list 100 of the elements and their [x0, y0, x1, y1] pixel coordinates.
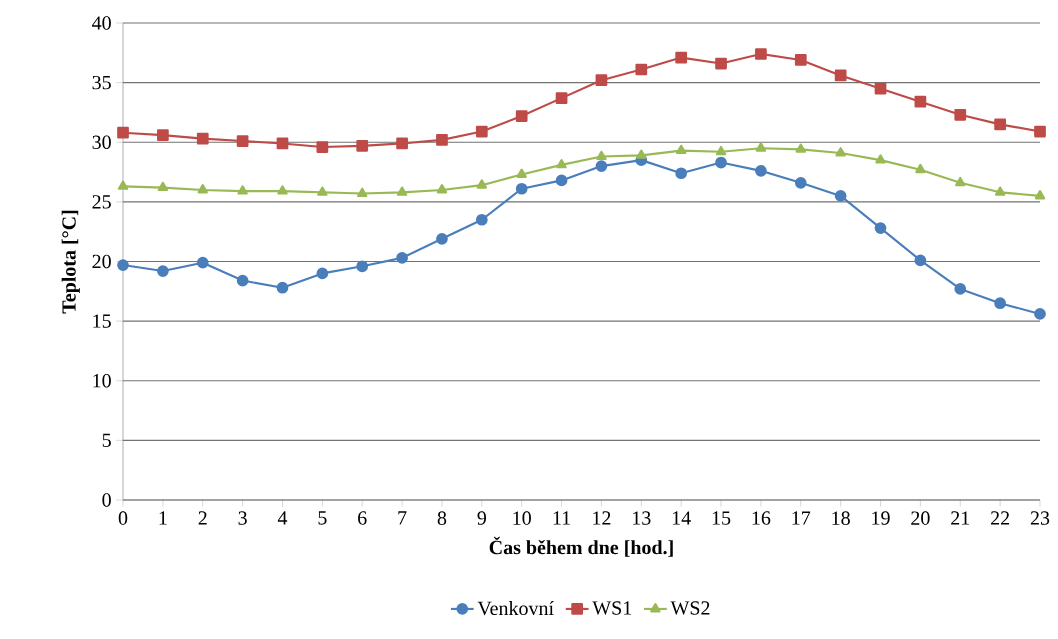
point: [636, 149, 647, 159]
point: [755, 48, 767, 60]
point: [436, 184, 448, 194]
point: [675, 144, 687, 155]
x-tick-label: 0: [118, 511, 128, 525]
point: [755, 142, 767, 152]
point: [954, 283, 967, 295]
x-tick-label: 22: [991, 511, 1010, 525]
point: [197, 184, 208, 194]
point: [875, 154, 886, 164]
x-tick-label: 9: [477, 511, 487, 525]
point: [834, 190, 847, 202]
x-tick-label: 21: [951, 511, 970, 525]
x-tick-label: 14: [672, 511, 691, 525]
x-tick-label: 12: [593, 511, 611, 525]
y-axis-title: Teplota [°C]: [61, 210, 80, 314]
x-tick-label: 17: [792, 511, 811, 525]
point: [835, 147, 846, 157]
x-tick-label: 19: [872, 511, 890, 525]
point: [834, 69, 847, 82]
point: [874, 82, 887, 95]
x-tick-label: 13: [633, 511, 651, 525]
point: [915, 163, 926, 174]
point: [475, 213, 488, 226]
x-tick-label: 4: [277, 511, 288, 525]
point: [396, 137, 408, 150]
point: [356, 260, 369, 273]
point: [356, 187, 368, 197]
point: [237, 185, 248, 195]
x-tick-label: 7: [398, 511, 407, 525]
point: [436, 133, 448, 146]
point: [595, 74, 608, 87]
x-tick-label: 1: [159, 511, 167, 525]
legend-label: WS1: [592, 601, 632, 615]
x-tick-label: 10: [513, 511, 531, 525]
point: [795, 143, 806, 153]
point: [1034, 125, 1046, 138]
point: [316, 141, 329, 153]
point: [994, 297, 1006, 310]
point: [715, 145, 727, 156]
point: [1034, 190, 1046, 200]
x-tick-label: 5: [318, 511, 327, 525]
point: [276, 137, 289, 150]
y-tick-label: 0: [102, 493, 111, 507]
point: [317, 186, 328, 196]
point: [196, 256, 209, 269]
point: [1034, 308, 1046, 320]
point: [515, 182, 528, 195]
point: [316, 267, 329, 280]
x-tick-label: 23: [1030, 511, 1050, 525]
point: [914, 95, 927, 108]
point: [994, 186, 1006, 196]
x-tick-label: 8: [437, 511, 447, 525]
point: [157, 129, 169, 141]
point: [196, 132, 209, 145]
point: [874, 222, 887, 234]
point: [794, 176, 807, 189]
x-axis-title: Čas během dne [hod.]: [489, 536, 673, 557]
x-tick-label: 16: [752, 511, 771, 525]
point: [715, 156, 727, 169]
point: [994, 118, 1006, 131]
point: [914, 254, 927, 267]
x-tick-label: 11: [553, 511, 570, 525]
point: [596, 150, 607, 161]
y-tick-label: 35: [92, 75, 111, 90]
point: [276, 281, 289, 294]
point: [157, 265, 169, 277]
point: [755, 164, 767, 177]
point: [157, 181, 169, 192]
point: [635, 63, 648, 76]
point: [515, 110, 528, 122]
y-tick-label: 20: [92, 254, 111, 269]
point: [436, 232, 448, 245]
y-tick-label: 30: [92, 135, 111, 149]
point: [476, 179, 488, 189]
y-tick-label: 25: [92, 195, 111, 209]
y-tick-label: 15: [93, 314, 111, 328]
point: [236, 274, 249, 287]
x-tick-label: 2: [198, 511, 207, 525]
point: [236, 135, 249, 147]
x-tick-label: 20: [911, 511, 930, 525]
point: [954, 108, 967, 121]
point: [117, 180, 129, 190]
point: [556, 159, 567, 169]
point: [555, 92, 568, 104]
point: [475, 125, 488, 138]
legend-label: WS2: [670, 601, 710, 615]
point: [794, 54, 807, 66]
point: [117, 126, 129, 139]
point: [277, 185, 288, 195]
point: [675, 167, 688, 180]
point: [396, 252, 408, 264]
point: [955, 176, 966, 187]
x-tick-label: 18: [832, 511, 850, 525]
point: [715, 57, 727, 70]
x-tick-label: 3: [238, 511, 247, 525]
point: [356, 139, 369, 152]
point: [595, 160, 608, 172]
x-tick-label: 6: [358, 511, 367, 525]
point: [516, 168, 527, 178]
